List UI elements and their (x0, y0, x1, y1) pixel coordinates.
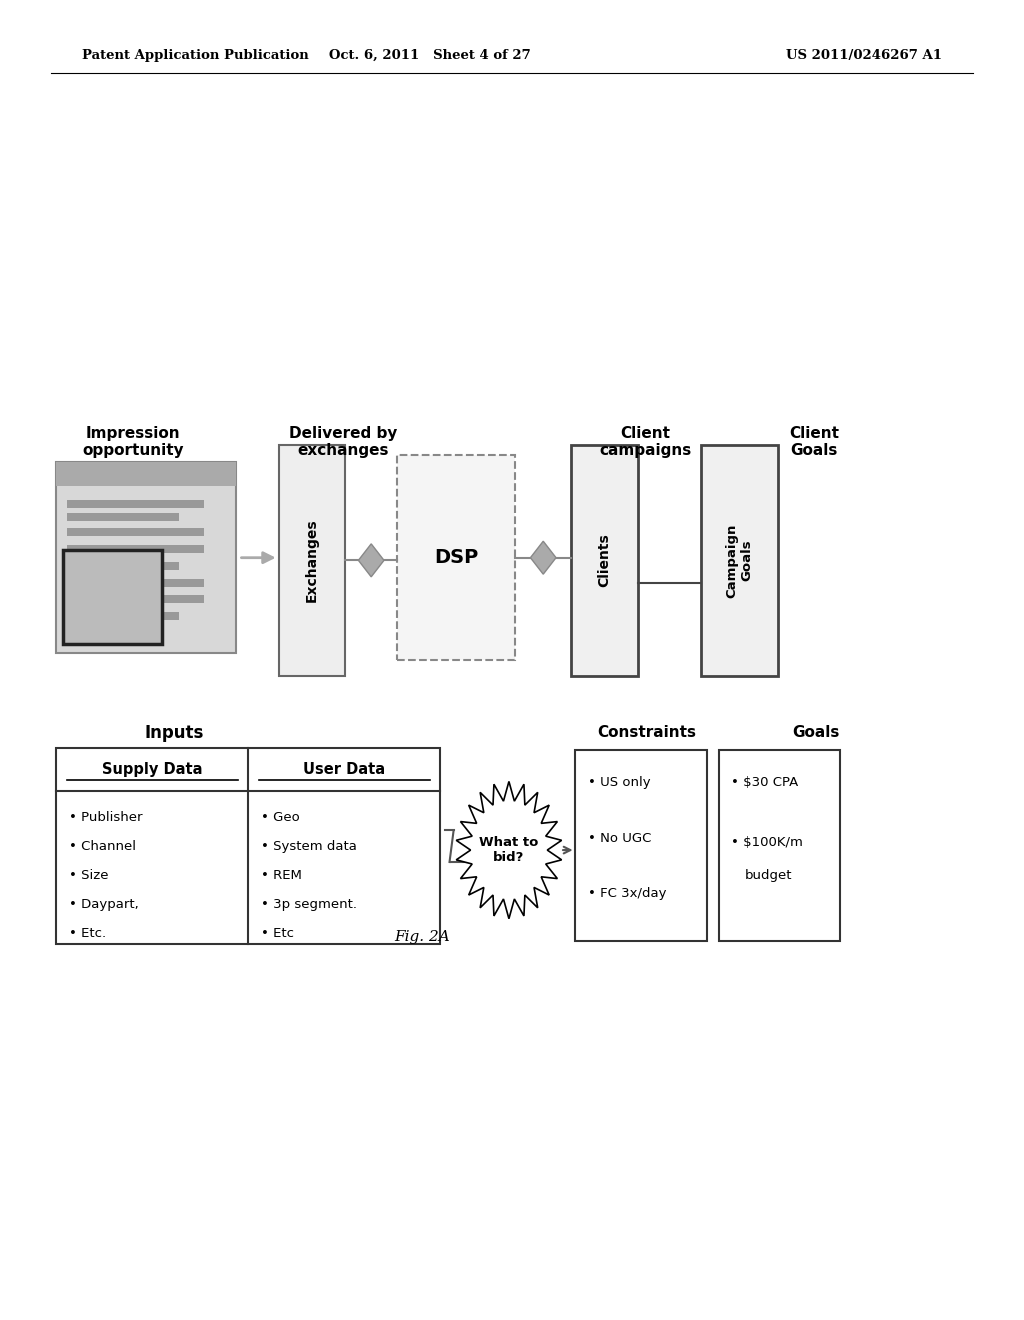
Text: Impression
opportunity: Impression opportunity (82, 426, 184, 458)
Text: • $100K/m: • $100K/m (731, 836, 803, 849)
Text: • Publisher: • Publisher (69, 810, 142, 824)
Text: • Etc: • Etc (260, 927, 294, 940)
FancyBboxPatch shape (279, 445, 345, 676)
FancyBboxPatch shape (397, 455, 515, 660)
Text: Oct. 6, 2011   Sheet 4 of 27: Oct. 6, 2011 Sheet 4 of 27 (329, 49, 531, 62)
Text: Inputs: Inputs (144, 723, 204, 742)
FancyBboxPatch shape (67, 562, 179, 570)
Text: Fig. 2A: Fig. 2A (394, 931, 450, 944)
FancyBboxPatch shape (701, 445, 778, 676)
Text: • FC 3x/day: • FC 3x/day (588, 887, 667, 900)
FancyBboxPatch shape (67, 595, 204, 603)
FancyBboxPatch shape (56, 748, 440, 944)
Text: • System data: • System data (260, 840, 356, 853)
Text: Delivered by
exchanges: Delivered by exchanges (289, 426, 397, 458)
Text: Supply Data: Supply Data (102, 762, 203, 777)
Text: Client
campaigns: Client campaigns (599, 426, 691, 458)
Polygon shape (358, 544, 384, 577)
FancyBboxPatch shape (575, 750, 707, 941)
Text: budget: budget (744, 869, 792, 882)
Text: • Etc.: • Etc. (69, 927, 105, 940)
FancyBboxPatch shape (67, 579, 204, 587)
Polygon shape (457, 781, 561, 919)
FancyBboxPatch shape (56, 462, 236, 653)
Polygon shape (530, 541, 556, 574)
Text: Client
Goals: Client Goals (790, 426, 839, 458)
FancyBboxPatch shape (56, 462, 236, 486)
FancyBboxPatch shape (67, 500, 204, 508)
FancyBboxPatch shape (67, 528, 204, 536)
Text: What to
bid?: What to bid? (479, 836, 539, 865)
Text: • Daypart,: • Daypart, (69, 898, 138, 911)
FancyBboxPatch shape (67, 612, 179, 620)
Text: • Geo: • Geo (260, 810, 299, 824)
Text: • Size: • Size (69, 869, 109, 882)
Text: Exchanges: Exchanges (305, 519, 318, 602)
Text: Constraints: Constraints (598, 725, 696, 741)
Text: • Channel: • Channel (69, 840, 135, 853)
Text: Patent Application Publication: Patent Application Publication (82, 49, 308, 62)
Text: DSP: DSP (434, 548, 478, 568)
Text: • REM: • REM (260, 869, 301, 882)
Text: User Data: User Data (303, 762, 385, 777)
FancyBboxPatch shape (571, 445, 638, 676)
Text: • $30 CPA: • $30 CPA (731, 776, 799, 789)
FancyBboxPatch shape (719, 750, 840, 941)
Text: Campaign
Goals: Campaign Goals (726, 523, 754, 598)
FancyBboxPatch shape (63, 550, 162, 644)
Text: Goals: Goals (793, 725, 840, 741)
Text: • No UGC: • No UGC (588, 832, 651, 845)
FancyBboxPatch shape (67, 513, 179, 521)
Text: • US only: • US only (588, 776, 650, 789)
Text: • 3p segment.: • 3p segment. (260, 898, 356, 911)
FancyBboxPatch shape (67, 545, 204, 553)
Text: Clients: Clients (598, 533, 611, 587)
Text: US 2011/0246267 A1: US 2011/0246267 A1 (786, 49, 942, 62)
